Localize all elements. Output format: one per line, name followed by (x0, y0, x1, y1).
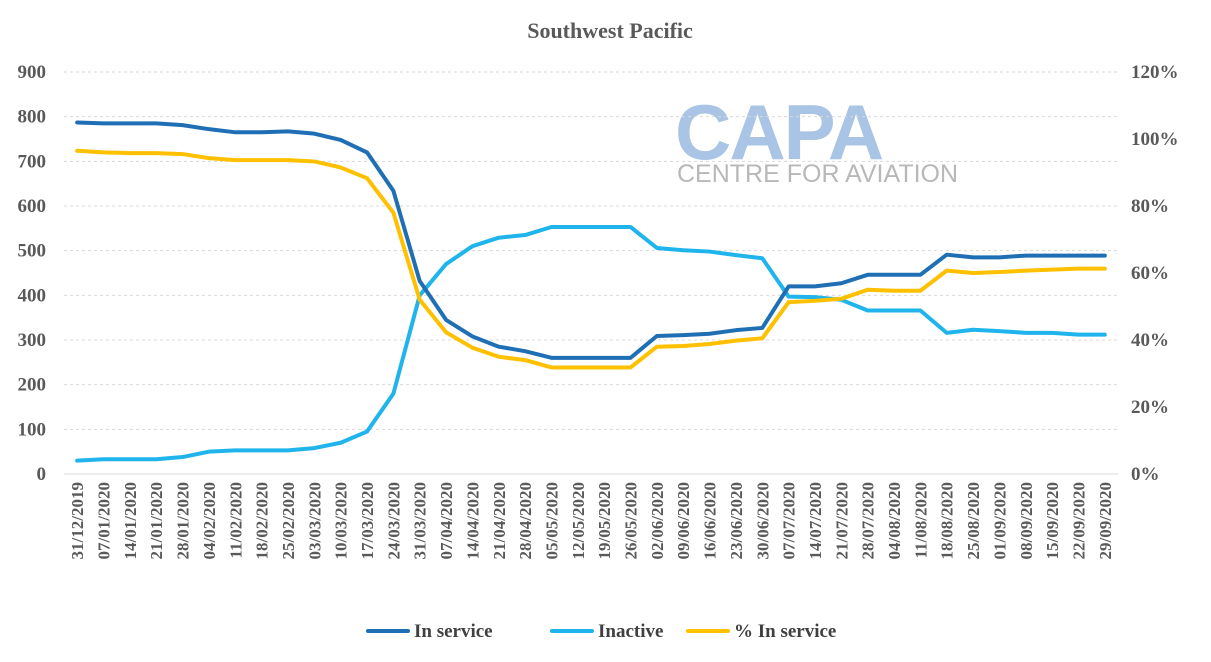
right-axis-tick-label: 100% (1131, 129, 1179, 150)
right-axis-tick-label: 20% (1131, 397, 1169, 418)
capa-watermark-logo: CAPA CENTRE FOR AVIATION (675, 88, 958, 188)
x-axis-tick-label: 29/09/2020 (1096, 482, 1115, 559)
watermark-logo-subtext: CENTRE FOR AVIATION (677, 160, 958, 188)
legend-label-pct-in-service: % In service (734, 621, 836, 642)
left-axis-tick-label: 300 (18, 330, 47, 351)
x-axis-tick-label: 30/06/2020 (753, 482, 772, 559)
x-axis-tick-label: 25/02/2020 (279, 482, 298, 559)
legend-label-inactive: Inactive (598, 621, 663, 642)
left-axis-tick-label: 0 (37, 464, 47, 485)
x-axis-tick-label: 16/06/2020 (701, 482, 720, 559)
left-axis-tick-label: 900 (18, 62, 47, 83)
x-axis-tick-label: 05/05/2020 (542, 482, 561, 559)
right-axis-ticks: 0% 20% 40% 60% 80% 100% 120% (1131, 62, 1179, 485)
x-axis-tick-label: 19/05/2020 (595, 482, 614, 559)
x-axis-tick-label: 01/09/2020 (990, 482, 1009, 559)
left-axis-tick-label: 600 (18, 196, 47, 217)
x-axis-tick-label: 23/06/2020 (727, 482, 746, 559)
x-axis-tick-label: 03/03/2020 (305, 482, 324, 559)
x-axis-tick-label: 14/01/2020 (121, 482, 140, 559)
series-line-in-service (75, 120, 1107, 360)
legend-label-in-service: In service (414, 621, 493, 642)
x-axis-tick-label: 25/08/2020 (964, 482, 983, 559)
x-axis-tick-label: 10/03/2020 (332, 482, 351, 559)
left-axis-ticks: 0 100 200 300 400 500 600 700 800 900 (18, 62, 47, 485)
left-axis-tick-label: 800 (18, 107, 47, 128)
x-axis-tick-label: 09/06/2020 (674, 482, 693, 559)
series-lines (75, 120, 1107, 463)
x-axis-tick-label: 14/07/2020 (806, 482, 825, 559)
x-axis-tick-label: 28/07/2020 (859, 482, 878, 559)
x-axis-tick-label: 22/09/2020 (1069, 482, 1088, 559)
x-axis-tick-label: 21/01/2020 (147, 482, 166, 559)
x-axis-tick-label: 28/04/2020 (516, 482, 535, 559)
gridlines (64, 71, 1118, 475)
left-axis-tick-label: 400 (18, 285, 47, 306)
x-axis-tick-label: 31/12/2019 (68, 482, 87, 559)
x-axis-tick-label: 12/05/2020 (569, 482, 588, 559)
left-axis-tick-label: 200 (18, 375, 47, 396)
right-axis-tick-label: 0% (1131, 464, 1160, 485)
x-axis-tick-label: 14/04/2020 (463, 482, 482, 559)
x-axis-tick-label: 15/09/2020 (1043, 482, 1062, 559)
x-axis-tick-label: 28/01/2020 (174, 482, 193, 559)
series-line-pct-in-service (75, 148, 1107, 370)
x-axis-tick-label: 26/05/2020 (622, 482, 641, 559)
x-axis-tick-label: 17/03/2020 (358, 482, 377, 559)
chart-title: Southwest Pacific (527, 18, 693, 43)
legend: In service Inactive % In service (366, 621, 836, 642)
x-axis-tick-label: 08/09/2020 (1017, 482, 1036, 559)
x-axis-tick-label: 24/03/2020 (384, 482, 403, 559)
x-axis-tick-label: 07/04/2020 (437, 482, 456, 559)
x-axis-tick-label: 18/08/2020 (938, 482, 957, 559)
right-axis-tick-label: 60% (1131, 263, 1169, 284)
left-axis-tick-label: 500 (18, 241, 47, 262)
x-axis-tick-label: 07/07/2020 (780, 482, 799, 559)
left-axis-tick-label: 100 (18, 419, 47, 440)
x-axis-tick-label: 02/06/2020 (648, 482, 667, 559)
x-axis-tick-label: 21/04/2020 (490, 482, 509, 559)
x-axis-tick-label: 04/02/2020 (200, 482, 219, 559)
x-axis-tick-label: 31/03/2020 (411, 482, 430, 559)
x-axis-tick-label: 21/07/2020 (832, 482, 851, 559)
x-axis-tick-label: 07/01/2020 (95, 482, 114, 559)
x-axis-tick-label: 18/02/2020 (253, 482, 272, 559)
right-axis-tick-label: 120% (1131, 62, 1179, 83)
x-axis-tick-label: 04/08/2020 (885, 482, 904, 559)
x-axis-tick-label: 11/02/2020 (226, 482, 245, 559)
x-axis-tick-label: 11/08/2020 (911, 482, 930, 559)
right-axis-tick-label: 80% (1131, 196, 1169, 217)
series-line-inactive (75, 224, 1107, 463)
x-axis-ticks: 31/12/2019 07/01/2020 14/01/2020 21/01/2020… (68, 482, 1115, 559)
left-axis-tick-label: 700 (18, 151, 47, 172)
right-axis-tick-label: 40% (1131, 330, 1169, 351)
